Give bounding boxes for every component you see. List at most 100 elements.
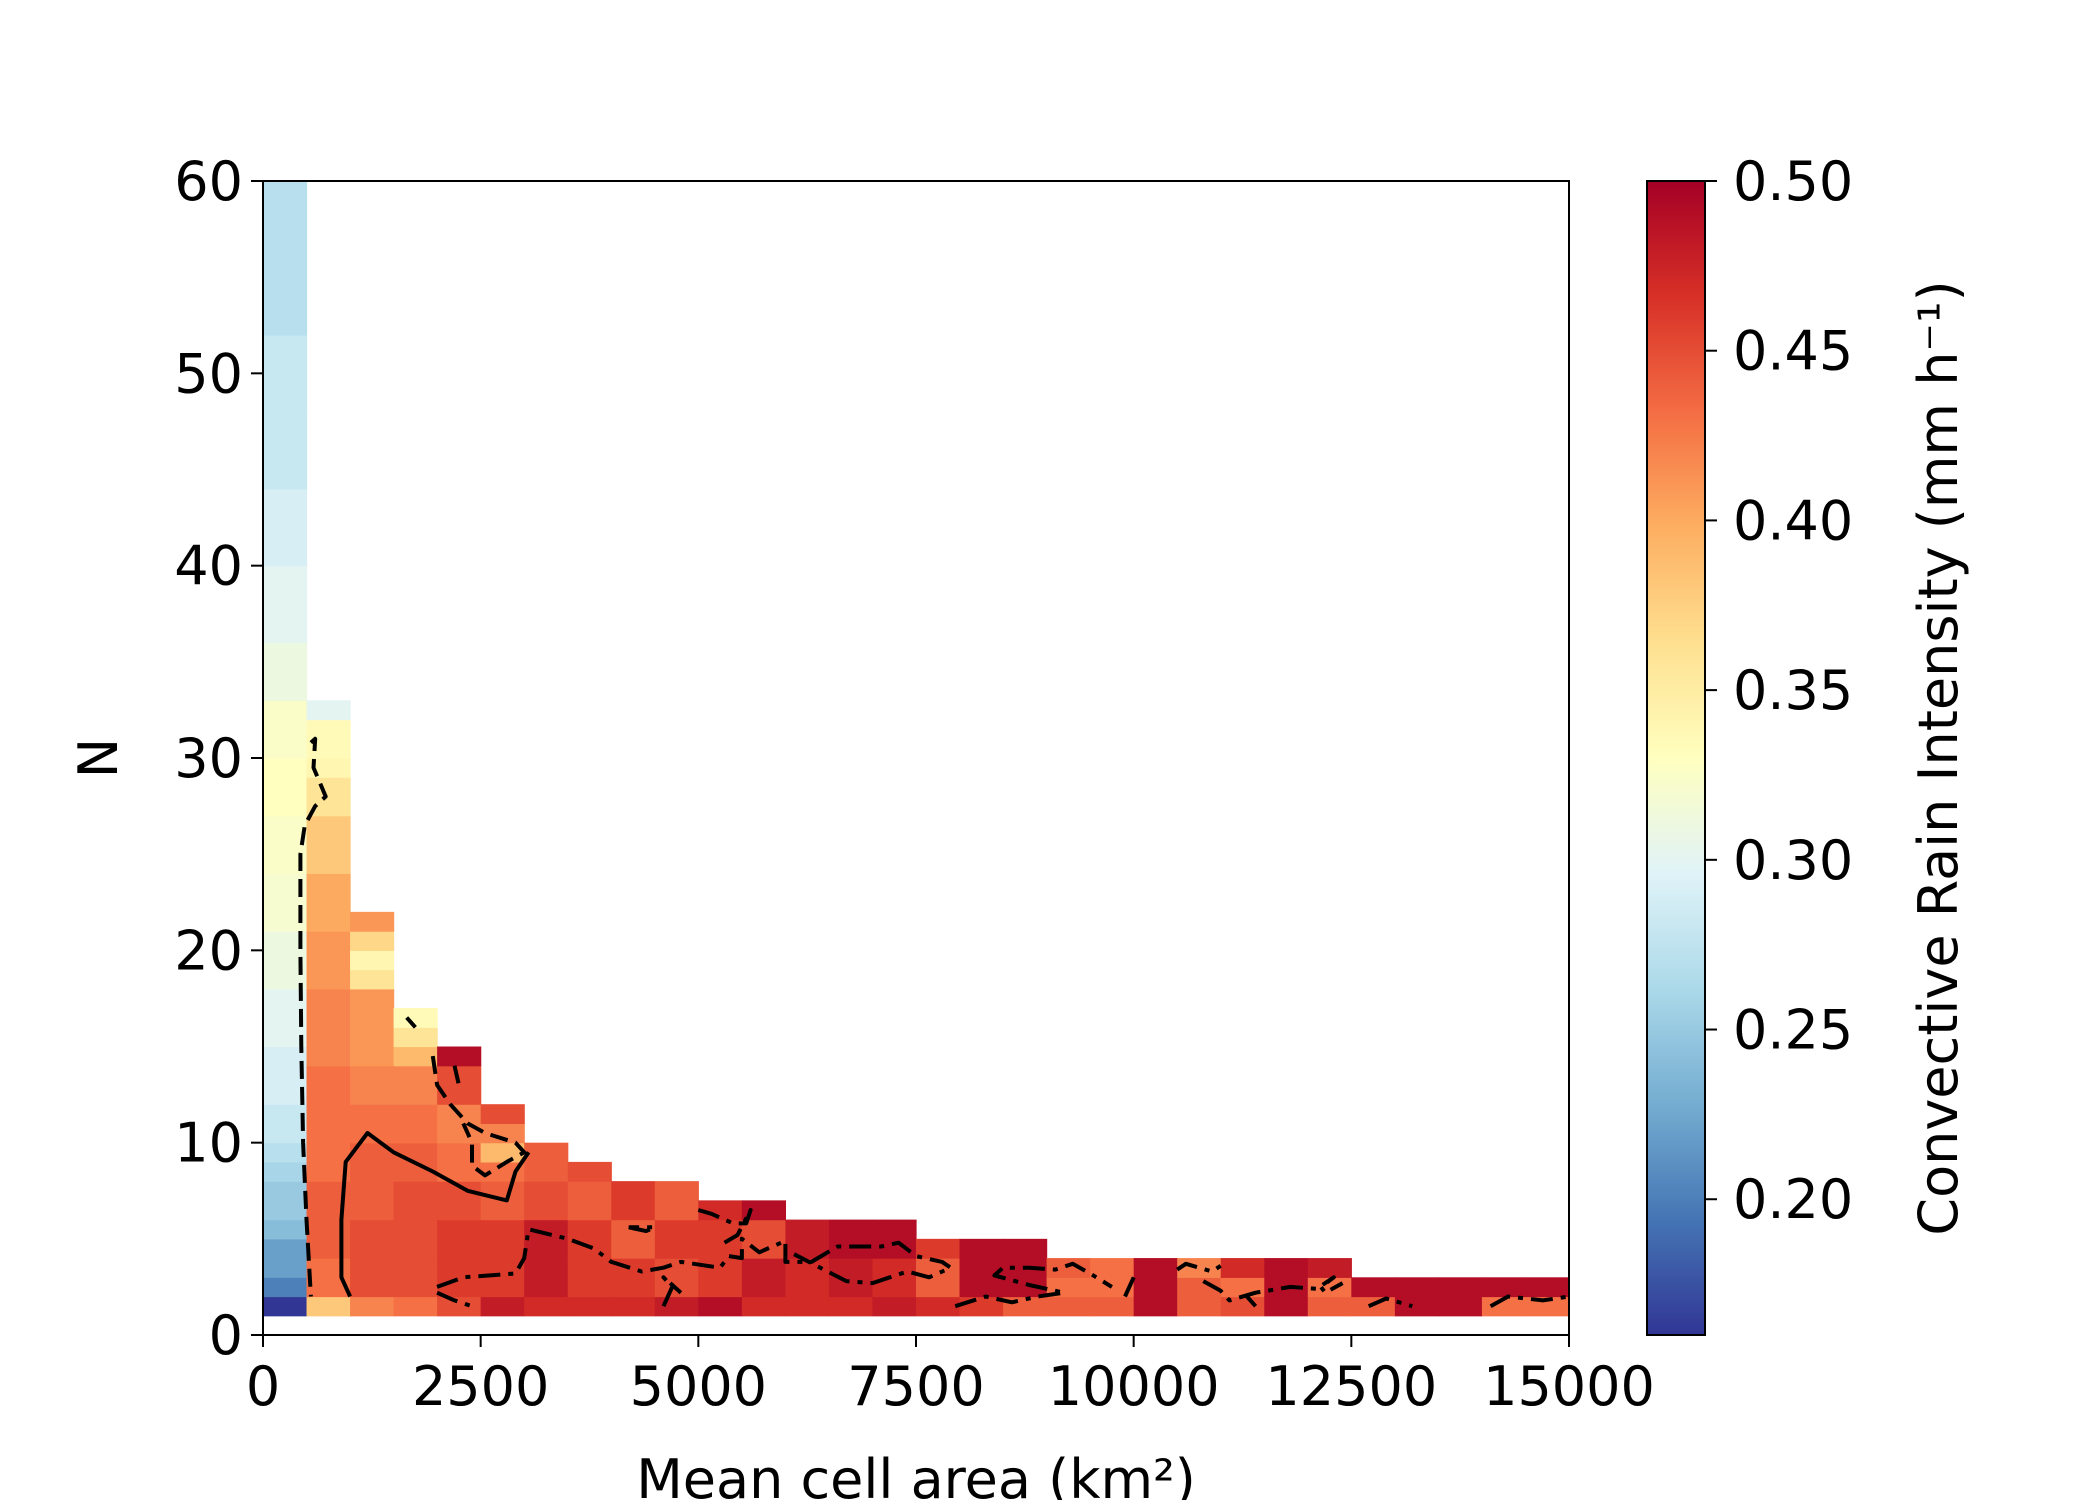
heatmap-cell <box>306 815 351 874</box>
heatmap-cell <box>1394 1277 1439 1317</box>
heatmap-cell <box>741 1200 786 1221</box>
heatmap-cell <box>350 931 395 951</box>
heatmap-cell <box>1090 1296 1135 1317</box>
heatmap-cell <box>785 1219 830 1259</box>
y-tick-label: 60 <box>174 150 243 213</box>
heatmap-cell <box>1090 1258 1135 1278</box>
contour-dashdot <box>1489 1294 1570 1308</box>
contour-dashed <box>452 1065 461 1086</box>
heatmap-cell <box>306 873 351 932</box>
heatmap-cell <box>306 1065 351 1144</box>
heatmap-cell <box>524 1296 569 1317</box>
heatmap-cell <box>393 1219 438 1259</box>
heatmap-cell <box>393 1104 438 1144</box>
heatmap-cell <box>263 1142 308 1163</box>
heatmap-cell <box>1177 1258 1222 1278</box>
heatmap-cell <box>872 1296 917 1317</box>
heatmap-cell <box>437 1219 482 1259</box>
heatmap-cell <box>480 1258 525 1298</box>
heatmap-cell <box>263 1219 308 1240</box>
heatmap-cell <box>916 1238 961 1259</box>
heatmap-cell <box>1307 1296 1352 1317</box>
heatmap-cell <box>393 1258 438 1298</box>
heatmap-cell <box>263 1258 308 1278</box>
y-tick-label: 10 <box>174 1112 243 1175</box>
heatmap-cell <box>1220 1258 1265 1278</box>
x-tick-label: 10000 <box>1048 1355 1220 1418</box>
heatmap-cell <box>263 1181 308 1201</box>
contour-dashed <box>405 1016 417 1029</box>
heatmap-cell <box>306 931 351 990</box>
heatmap-cell <box>1133 1258 1178 1298</box>
heatmap-cell <box>350 1065 395 1105</box>
heatmap-cell <box>393 1296 438 1317</box>
contour-dashdot <box>1202 1275 1344 1303</box>
heatmap-cell <box>437 1104 482 1144</box>
heatmap-cell <box>263 565 308 644</box>
heatmap-cell <box>306 1296 351 1317</box>
y-tick-label: 20 <box>174 919 243 982</box>
contour-dashdot <box>1176 1261 1222 1274</box>
heatmap-cell <box>350 1181 395 1221</box>
heatmap-cell <box>1003 1258 1048 1298</box>
heatmap-cell <box>263 1161 308 1182</box>
heatmap-cell <box>350 911 395 932</box>
colorbar-tick-label: 0.25 <box>1733 999 1853 1062</box>
heatmap-cell <box>263 700 308 759</box>
heatmap-cell <box>437 1296 482 1317</box>
contour-dashdot <box>436 1290 473 1309</box>
heatmap-cell <box>393 1027 438 1048</box>
heatmap-cell <box>524 1142 569 1182</box>
heatmap-cell <box>1046 1296 1091 1317</box>
heatmap-cell <box>263 1046 308 1105</box>
heatmap-cell <box>480 1296 525 1317</box>
contour-solid <box>339 1131 531 1298</box>
colorbar-tick-label: 0.35 <box>1733 659 1853 722</box>
heatmap-cell <box>350 1219 395 1259</box>
heatmap-cell <box>1307 1258 1352 1278</box>
heatmap-cell <box>654 1219 699 1259</box>
heatmap-cell <box>306 1219 351 1259</box>
y-tick-label: 0 <box>209 1304 243 1367</box>
heatmap-cell <box>263 181 308 259</box>
heatmap-cell <box>1525 1277 1570 1298</box>
heatmap-cells <box>263 181 1570 1317</box>
colorbar-tick-label: 0.45 <box>1733 320 1853 383</box>
heatmap-cell <box>916 1296 961 1317</box>
heatmap-cell <box>1046 1258 1091 1278</box>
heatmap-cell <box>785 1296 830 1317</box>
heatmap-cell <box>524 1181 569 1221</box>
heatmap-cell <box>393 1065 438 1105</box>
heatmap-cell <box>350 950 395 971</box>
heatmap-cell <box>567 1219 612 1259</box>
heatmap-cell <box>393 1046 438 1067</box>
contour-dashdot <box>628 1225 657 1234</box>
colorbar-tick-label: 0.30 <box>1733 829 1853 892</box>
heatmap-cell <box>1438 1277 1483 1317</box>
heatmap-cell <box>828 1219 874 1259</box>
x-axis-ticks: 0 2500 5000 7500 10000 12500 15000 <box>246 1335 1655 1418</box>
heatmap-cell <box>437 1065 482 1105</box>
x-tick-label: 15000 <box>1483 1355 1655 1418</box>
heatmap-cell <box>1351 1296 1396 1317</box>
heatmap-cell <box>263 1200 308 1221</box>
heatmap-cell <box>567 1161 612 1182</box>
heatmap-cell <box>1351 1277 1396 1298</box>
heatmap-cell <box>263 411 308 490</box>
heatmap-cell <box>263 642 308 701</box>
heatmap-cell <box>350 969 395 990</box>
colorbar-tick-label: 0.40 <box>1733 489 1853 552</box>
y-axis-ticks: 0 10 20 30 40 50 60 <box>174 150 263 1367</box>
heatmap-cell <box>393 1008 438 1028</box>
heatmap-cell <box>567 1181 612 1221</box>
heatmap-cell <box>654 1181 699 1221</box>
heatmap-cell <box>480 1142 525 1163</box>
heatmap-cell <box>263 1296 308 1317</box>
x-tick-label: 0 <box>246 1355 280 1418</box>
heatmap-cell <box>1090 1277 1135 1298</box>
heatmap-cell <box>698 1296 743 1317</box>
colorbar-tick-label: 0.20 <box>1733 1168 1853 1231</box>
heatmap-cell <box>828 1296 874 1317</box>
heatmap-cell <box>1177 1277 1222 1298</box>
